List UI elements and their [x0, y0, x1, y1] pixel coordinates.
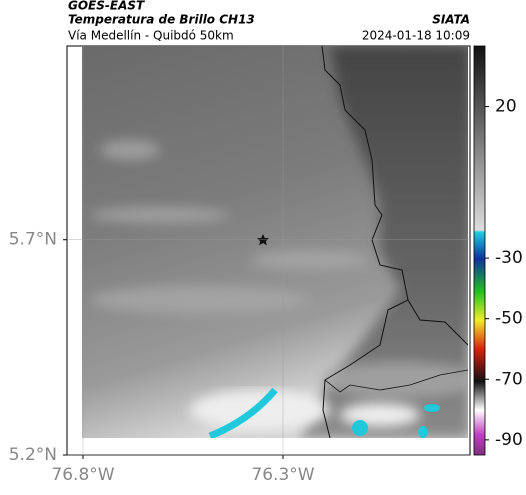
subtitle: Temperatura de Brillo CH13	[68, 13, 255, 27]
x-tick-label: 76.3°W	[251, 465, 314, 485]
colorbar-tick-label: -50	[495, 309, 523, 329]
colorbar-tick-label: -90	[495, 430, 523, 450]
location: Vía Medellín - Quibdó 50km	[68, 29, 234, 43]
satellite-image	[82, 46, 468, 438]
title: GOES-EAST	[68, 0, 145, 13]
x-tick-label: 76.8°W	[51, 465, 114, 485]
source: SIATA	[432, 13, 470, 27]
colorbar-tick-label: -70	[495, 369, 523, 389]
y-tick-label: 5.7°N	[9, 230, 57, 250]
colorbar-tick-label: 20	[495, 97, 517, 117]
datetime: 2024-01-18 10:09	[362, 29, 470, 43]
colorbar-tick-label: -30	[495, 248, 523, 268]
y-tick-label: 5.2°N	[9, 445, 57, 465]
colorbar	[473, 45, 486, 456]
